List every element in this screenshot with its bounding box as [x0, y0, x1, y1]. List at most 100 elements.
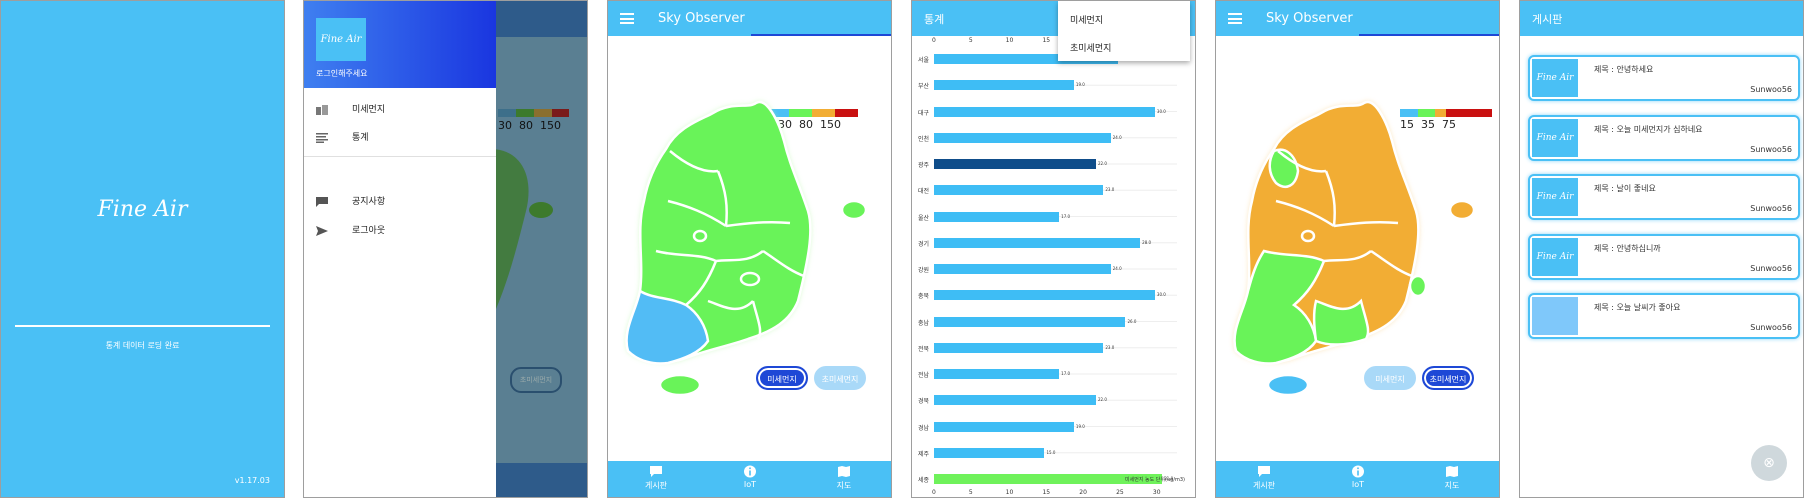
bar-제주[interactable]	[934, 447, 1045, 458]
add-post-button[interactable]: ⊗	[1751, 445, 1787, 481]
post-title: 제목 : 오늘 미세먼지가 심하네요	[1594, 125, 1703, 134]
bar-value-label: 17.0	[1061, 371, 1071, 376]
board-post[interactable]: Fine Air 제목 : 안녕하세요 Sunwoo56	[1528, 55, 1800, 101]
korea-map[interactable]	[1216, 1, 1500, 498]
nav-iot-label: IoT	[743, 480, 757, 489]
post-logo: Fine Air	[1532, 238, 1578, 276]
nav-iot[interactable]: IoT	[1328, 465, 1388, 489]
nav-map-label: 지도	[1444, 481, 1460, 490]
menu-icon[interactable]	[620, 13, 634, 24]
nav-map[interactable]: 지도	[814, 465, 874, 491]
post-author: Sunwoo56	[1750, 85, 1792, 94]
category-label: 강원	[918, 267, 930, 274]
category-label: 전북	[918, 345, 930, 353]
nav-board[interactable]: 게시판	[1234, 465, 1294, 491]
drawer-scrim[interactable]: 30 80 150 초미세먼지	[496, 1, 587, 497]
board-title: 게시판	[1532, 13, 1563, 26]
map-pm25-screen: Sky Observer 15 35 75 미세먼지 초미세먼지 게시판	[1215, 0, 1500, 498]
category-label: 세종	[918, 477, 930, 484]
nav-iot[interactable]: IoT	[720, 465, 780, 489]
dropdown-item-pm25[interactable]: 초미세먼지	[1070, 44, 1112, 54]
map-icon	[1446, 466, 1458, 477]
stats-title: 통계	[924, 13, 945, 26]
category-label: 대전	[918, 188, 930, 196]
category-label: 대구	[918, 109, 930, 117]
bar-경북[interactable]	[934, 395, 1096, 406]
dropdown-item-pm10[interactable]: 미세먼지	[1070, 16, 1104, 26]
post-logo: Fine Air	[1532, 59, 1578, 97]
bar-울산[interactable]	[934, 211, 1060, 222]
bar-충북[interactable]	[934, 290, 1155, 301]
x-tick-label: 10	[1005, 489, 1014, 496]
splash-version: v1.17.03	[234, 476, 270, 485]
legend-value-2: 75	[1442, 118, 1456, 131]
pm10-toggle-button[interactable]: 미세먼지	[1364, 366, 1416, 390]
nav-board[interactable]: 게시판	[626, 465, 686, 491]
drawer-login-prompt[interactable]: 로그인해주세요	[316, 69, 368, 78]
bar-인천[interactable]	[934, 132, 1111, 143]
bar-광주[interactable]	[934, 159, 1096, 169]
category-label: 경북	[918, 398, 930, 406]
drawer-item-notice-label: 공지사항	[352, 197, 386, 207]
bar-value-label: 24.0	[1112, 134, 1122, 140]
drawer-logo: Fine Air	[316, 18, 366, 61]
scrim-toggle: 초미세먼지	[510, 367, 562, 393]
map-icon	[838, 466, 850, 477]
scrim-legend-1: 80	[519, 119, 533, 132]
pm25-toggle-button[interactable]: 초미세먼지	[1422, 366, 1474, 390]
post-title: 제목 : 안녕하세요	[1594, 65, 1654, 74]
category-label: 전남	[918, 372, 930, 379]
bar-전남[interactable]	[934, 369, 1060, 379]
drawer-item-notice[interactable]: 공지사항	[316, 194, 385, 207]
pm25-toggle-button[interactable]: 초미세먼지	[814, 366, 866, 390]
bar-value-label: 30.0	[1156, 292, 1166, 298]
bar-서울[interactable]	[934, 54, 1119, 64]
board-post[interactable]: 제목 : 오늘 날씨가 좋아요 Sunwoo56	[1528, 293, 1800, 339]
x-tick-label: 0	[932, 37, 936, 44]
nav-map[interactable]: 지도	[1422, 465, 1482, 491]
post-logo: Fine Air	[1532, 178, 1578, 216]
x-tick-label: 30	[1152, 489, 1161, 496]
korea-map[interactable]	[608, 1, 892, 498]
x-tick-label: 20	[1079, 489, 1087, 496]
drawer-item-stats[interactable]: 통계	[316, 130, 369, 143]
bar-value-label: 19.0	[1075, 423, 1085, 429]
bar-대전[interactable]	[934, 185, 1104, 196]
board-post[interactable]: Fine Air 제목 : 안녕하십니까 Sunwoo56	[1528, 234, 1800, 280]
bar-세종[interactable]	[934, 474, 1163, 484]
send-icon	[316, 225, 328, 236]
drawer-item-logout[interactable]: 로그아웃	[316, 223, 385, 236]
bar-강원[interactable]	[934, 264, 1111, 274]
info-icon	[1352, 465, 1364, 478]
bar-충남[interactable]	[934, 316, 1126, 327]
bar-경남[interactable]	[934, 421, 1074, 432]
legend-value-1: 35	[1421, 118, 1435, 131]
post-author: Sunwoo56	[1750, 323, 1792, 332]
category-label: 경남	[918, 424, 930, 432]
tab-indicator	[1359, 34, 1499, 36]
info-icon	[744, 465, 756, 478]
menu-icon[interactable]	[1228, 13, 1242, 24]
board-screen: 게시판 Fine Air 제목 : 안녕하세요 Sunwoo56 Fine Ai…	[1519, 0, 1804, 498]
legend: 15 35 75	[1400, 109, 1492, 131]
board-post[interactable]: Fine Air 제목 : 오늘 미세먼지가 심하네요 Sunwoo56	[1528, 115, 1800, 161]
map-icon	[316, 104, 328, 115]
drawer-screen: 30 80 150 초미세먼지 Fine Air 로그인해주세요 미세먼지 통계…	[303, 0, 588, 498]
add-icon: ⊗	[1763, 455, 1775, 471]
legend-value-0: 15	[1400, 118, 1414, 131]
stats-screen: 통계 005510101515202025253030서울25.0부산19.0대…	[911, 0, 1196, 498]
category-label: 제주	[918, 450, 930, 458]
drawer-item-pm[interactable]: 미세먼지	[316, 102, 385, 115]
bar-전북[interactable]	[934, 342, 1104, 353]
legend-labels: 30 80 150	[766, 118, 858, 131]
pm10-toggle-button[interactable]: 미세먼지	[756, 366, 808, 390]
drawer-item-logout-label: 로그아웃	[352, 226, 386, 236]
bar-부산[interactable]	[934, 80, 1074, 91]
nav-iot-label: IoT	[1351, 480, 1365, 489]
board-post[interactable]: Fine Air 제목 : 날이 좋네요 Sunwoo56	[1528, 174, 1800, 220]
bar-대구[interactable]	[934, 106, 1155, 117]
list-icon	[316, 132, 328, 143]
bar-value-label: 15.0	[1046, 449, 1056, 455]
x-tick-label: 25	[1116, 489, 1124, 496]
bar-경기[interactable]	[934, 237, 1141, 248]
